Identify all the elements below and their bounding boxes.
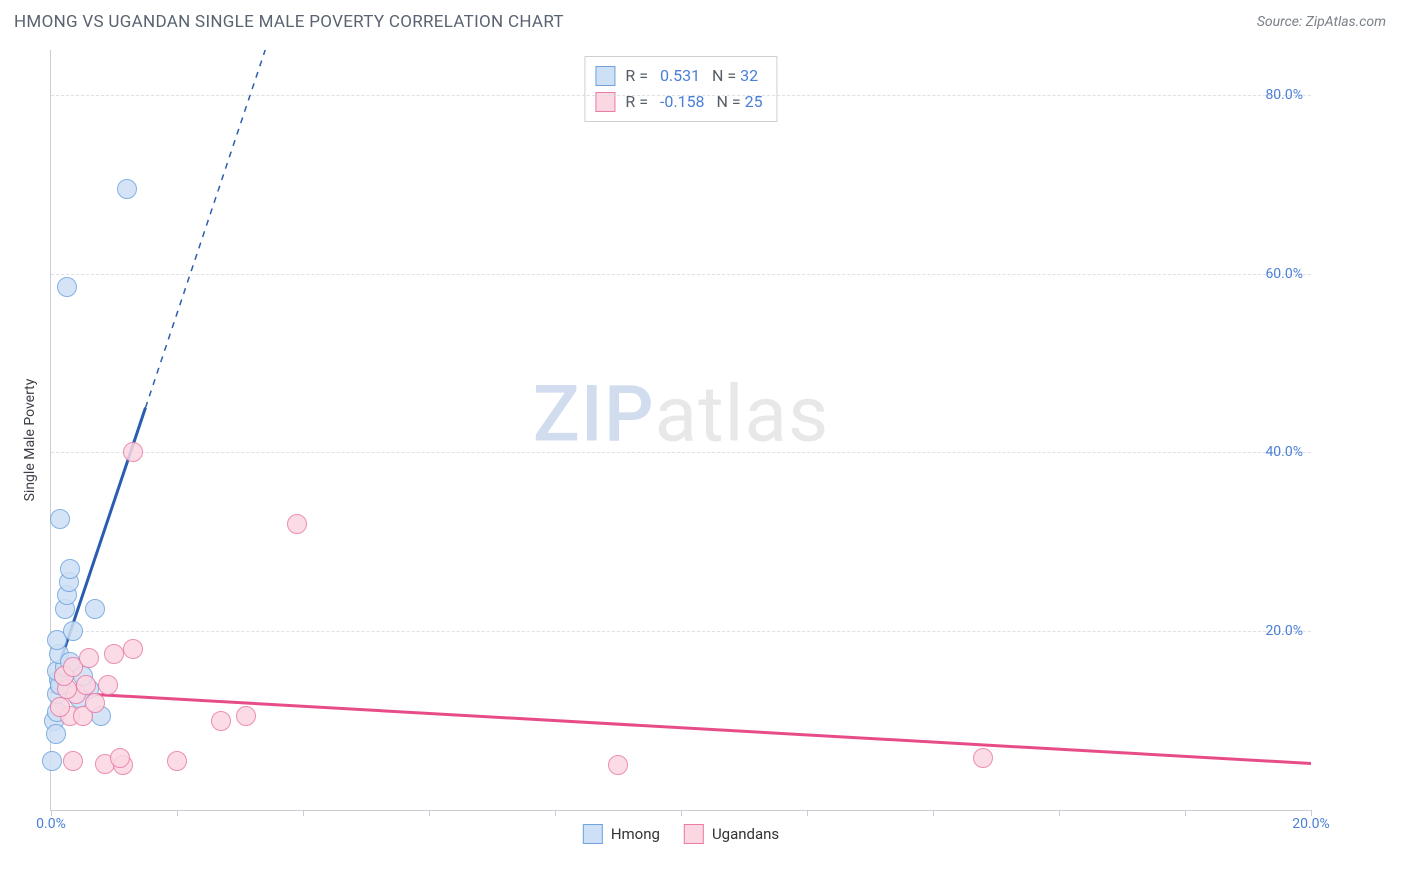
data-point	[123, 639, 143, 659]
stats-text: R = -0.158 N = 25	[625, 89, 762, 115]
data-point	[50, 697, 70, 717]
data-point	[60, 559, 80, 579]
y-tick-label: 20.0%	[1265, 623, 1303, 639]
plot-area: ZIPatlas R = 0.531 N = 32R = -0.158 N = …	[50, 50, 1311, 811]
x-tick-label: 20.0%	[1292, 816, 1330, 832]
stats-row: R = 0.531 N = 32	[595, 63, 762, 89]
legend-label: Hmong	[611, 825, 660, 843]
series-legend: Hmong Ugandans	[583, 824, 779, 844]
stats-text: R = 0.531 N = 32	[625, 63, 758, 89]
data-point	[42, 751, 62, 771]
data-point	[46, 724, 66, 744]
data-point	[287, 514, 307, 534]
legend-swatch	[684, 824, 704, 844]
data-point	[167, 751, 187, 771]
watermark-zip: ZIP	[533, 369, 655, 460]
chart-title: HMONG VS UGANDAN SINGLE MALE POVERTY COR…	[14, 12, 564, 32]
data-point	[110, 748, 130, 768]
gridline	[51, 452, 1311, 453]
x-tick-label: 0.0%	[36, 816, 66, 832]
watermark-atlas: atlas	[655, 369, 830, 460]
stats-row: R = -0.158 N = 25	[595, 89, 762, 115]
chart-header: HMONG VS UGANDAN SINGLE MALE POVERTY COR…	[0, 0, 1406, 40]
legend-swatch	[595, 66, 615, 86]
stats-legend: R = 0.531 N = 32R = -0.158 N = 25	[584, 56, 777, 122]
trend-line-solid	[51, 692, 1311, 764]
y-tick-label: 60.0%	[1265, 266, 1303, 282]
legend-item: Ugandans	[684, 824, 779, 844]
x-tick-mark	[807, 810, 808, 816]
legend-label: Ugandans	[712, 825, 779, 843]
data-point	[104, 644, 124, 664]
y-axis-label: Single Male Poverty	[22, 379, 38, 502]
data-point	[76, 675, 96, 695]
y-tick-label: 40.0%	[1265, 444, 1303, 460]
data-point	[123, 442, 143, 462]
x-tick-mark	[1059, 810, 1060, 816]
data-point	[57, 277, 77, 297]
data-point	[236, 706, 256, 726]
chart-source: Source: ZipAtlas.com	[1257, 14, 1386, 30]
x-tick-mark	[1185, 810, 1186, 816]
data-point	[79, 648, 99, 668]
data-point	[63, 751, 83, 771]
x-tick-mark	[555, 810, 556, 816]
x-tick-mark	[681, 810, 682, 816]
x-tick-mark	[933, 810, 934, 816]
legend-item: Hmong	[583, 824, 660, 844]
gridline	[51, 274, 1311, 275]
x-tick-mark	[303, 810, 304, 816]
gridline	[51, 631, 1311, 632]
legend-swatch	[583, 824, 603, 844]
data-point	[63, 621, 83, 641]
gridline	[51, 95, 1311, 96]
data-point	[85, 599, 105, 619]
chart-container: Single Male Poverty ZIPatlas R = 0.531 N…	[50, 50, 1350, 830]
trend-lines	[51, 50, 1311, 810]
data-point	[50, 509, 70, 529]
x-tick-mark	[177, 810, 178, 816]
data-point	[85, 693, 105, 713]
data-point	[608, 755, 628, 775]
trend-line-dashed	[146, 50, 266, 408]
data-point	[211, 711, 231, 731]
data-point	[973, 748, 993, 768]
y-tick-label: 80.0%	[1265, 87, 1303, 103]
data-point	[117, 179, 137, 199]
watermark: ZIPatlas	[533, 369, 830, 460]
x-tick-mark	[429, 810, 430, 816]
data-point	[98, 675, 118, 695]
